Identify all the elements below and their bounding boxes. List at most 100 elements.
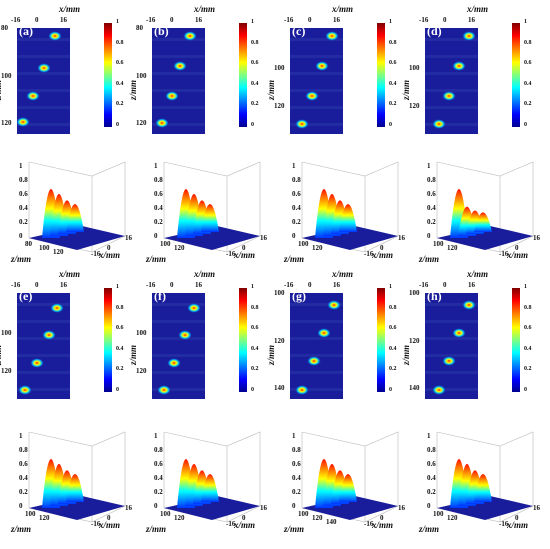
y-axis-title: z/mm [419,524,440,534]
x-tick-label: 0 [35,16,39,24]
x-tick-label: -16 [284,16,294,24]
z-axis-title: z/mm [401,344,411,365]
colorbar-tick-label: 0 [524,121,527,128]
x-tick-label: -16 [226,250,236,258]
colorbar-tick-label: 0.6 [524,60,532,66]
colorbar-tick-label: 0.2 [524,101,532,107]
y-tick-label: 100 [39,244,50,252]
surface-plot: 1 0.8 0.6 0.4 0.2 0 80 100 120 z/mm -16 0 16 x/mm [7,150,132,264]
x-tick-label: 0 [170,281,174,289]
panel-label: (c) [292,24,306,38]
colorbar-tick-label: 0.8 [116,39,124,46]
heatmap-image [425,293,478,399]
y-axis-title: z/mm [419,254,440,264]
heatmap-svg [425,31,478,129]
colorbar-tick-label: 0 [389,386,392,393]
z-tick-label: 1 [154,162,158,170]
colorbar-tick-label: 1 [524,19,527,25]
x-tick-label: -16 [364,520,374,528]
colorbar-tick-label: 0.4 [116,345,124,352]
z-tick-label: 0.6 [154,460,163,468]
surface-plot: 1 0.8 0.6 0.4 0.2 0 100 120 z/mm -16 0 16 x/mm [7,420,132,534]
heatmap-svg [17,31,70,127]
z-tick-label: 0.4 [292,204,301,212]
x-tick-label: 0 [242,244,246,252]
target-spot [50,303,64,313]
z-tick-label: 0.4 [427,474,436,482]
z-tick-label: 0.4 [19,204,28,212]
surface-svg [301,161,399,253]
target-spot [30,358,44,368]
x-tick-label: 0 [380,244,384,252]
target-spot [37,63,51,73]
surface-floor [437,226,533,250]
panel-label: (a) [19,24,33,38]
z-tick-label: 120 [1,367,12,375]
x-axis-title: x/mm [372,520,394,530]
colorbar [104,288,112,392]
x-axis-title: x/mm [59,269,81,279]
surface-floor [29,226,125,250]
colorbar-tick-label: 0.2 [116,366,124,372]
y-tick-label: 100 [298,510,309,518]
z-axis-title: z/mm [266,79,276,100]
x-axis-title: x/mm [332,4,354,14]
x-tick-label: 0 [515,514,519,522]
heatmap-image [152,293,205,399]
y-tick-label: 100 [433,510,444,518]
x-tick-label: -16 [284,281,294,289]
target-spot [178,330,192,340]
surface-peak [201,204,219,232]
heatmap-panel: x/mm -16 0 16 (g) 100 120 140 z/mm 1 0.8 0.6 0.4 0.2 0 [266,269,415,413]
colorbar-tick-label: 0.8 [524,39,532,46]
surface-floor [29,496,125,520]
x-tick-label: 16 [195,281,202,289]
target-spot [442,91,456,101]
z-tick-label: 100 [274,289,285,297]
colorbar-tick-label: 0.6 [251,60,259,66]
z-tick-label: 0.6 [292,460,301,468]
heatmap-panel: x/mm -16 0 16 (h) 100 120 140 z/mm 1 0.8 0.6 0.4 0.2 0 [401,269,550,413]
surface-peak [66,204,84,232]
colorbar-tick-label: 1 [389,19,392,25]
y-axis-title: z/mm [284,254,305,264]
colorbar-tick-label: 0.4 [116,80,124,87]
z-tick-label: 0.2 [154,488,163,496]
target-spot [327,300,341,310]
z-tick-label: 0.2 [19,218,28,226]
x-tick-label: 16 [60,16,67,24]
y-tick-label: 120 [312,244,323,252]
surface-peak [339,204,357,232]
z-tick-label: 120 [274,337,285,345]
colorbar-tick-label: 0.4 [524,345,532,352]
z-tick-label: 0.4 [19,474,28,482]
colorbar-tick-label: 0.2 [251,366,259,372]
heatmap-svg [290,31,343,129]
target-spot [167,358,181,368]
y-tick-label: 100 [298,240,309,248]
z-tick-label: 1 [19,162,23,170]
y-tick-label: 100 [433,240,444,248]
x-tick-label: -16 [226,520,236,528]
heatmap-panel: x/mm -16 0 16 (d) 100 120 z/mm 1 0.8 0.6 0.4 0.2 0 [401,4,550,148]
surface-floor [164,496,260,520]
z-tick-label: 0.6 [154,190,163,198]
z-tick-label: 120 [136,119,147,127]
x-tick-label: -16 [146,16,156,24]
surface-plot: 1 0.8 0.6 0.4 0.2 0 100 120 z/mm -16 0 16 x/mm [415,150,540,264]
x-axis-title: x/mm [194,4,216,14]
heatmap-image [17,28,70,134]
colorbar-tick-label: 0.8 [251,39,259,46]
z-tick-label: 0.6 [19,190,28,198]
target-spot [17,117,30,127]
z-tick-label: 0 [427,232,431,240]
surface-floor [437,496,533,520]
x-tick-label: -16 [91,520,101,528]
z-axis-title: z/mm [0,344,3,365]
z-tick-label: 0.2 [19,488,28,496]
z-tick-label: 1 [154,432,158,440]
colorbar-tick-label: 0.4 [389,80,397,87]
heatmap-image [290,28,343,134]
colorbar-tick-label: 0.8 [389,304,397,311]
x-tick-label: 0 [107,514,111,522]
